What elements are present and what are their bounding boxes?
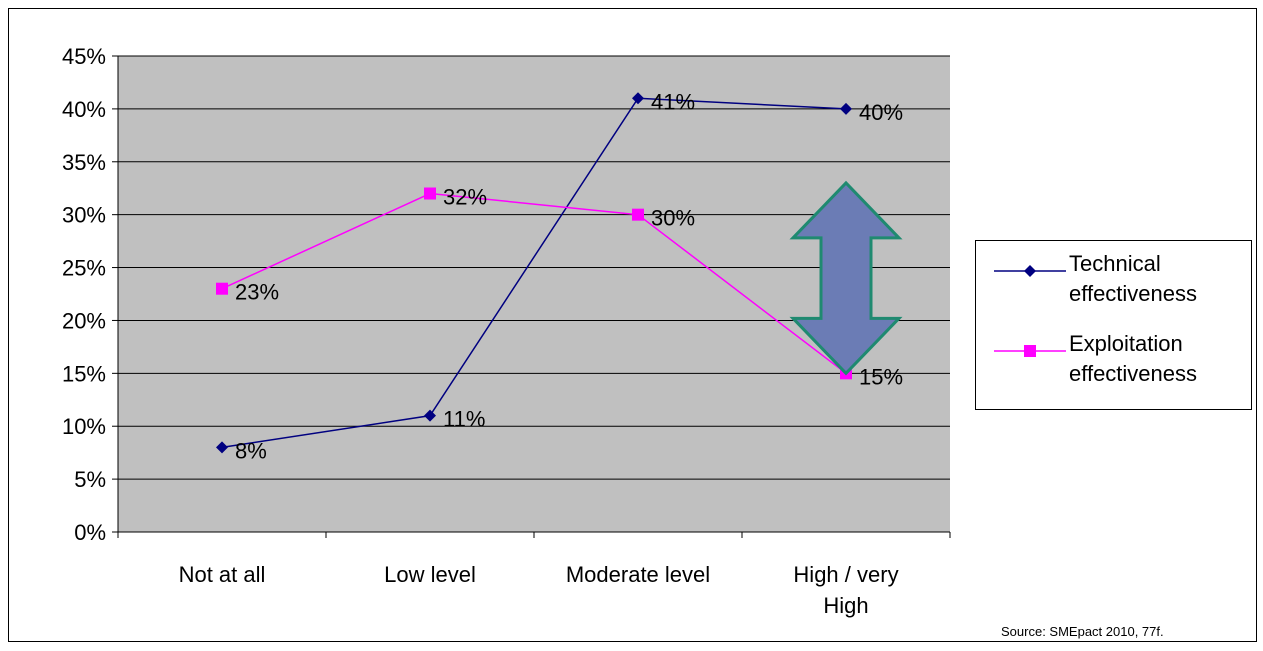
y-tick-label: 40% xyxy=(62,97,106,122)
data-point-diamond xyxy=(216,441,228,454)
y-tick-label: 35% xyxy=(62,150,106,175)
data-label: 11% xyxy=(443,407,485,432)
data-point-square xyxy=(216,282,228,295)
data-labels: 8% 11% 41% 40% 23% 32% 30% 15% xyxy=(235,89,903,463)
data-label: 32% xyxy=(443,185,487,210)
legend-item-technical: Technical effectiveness xyxy=(976,249,1251,319)
data-point-square xyxy=(632,208,644,221)
data-point-square xyxy=(424,187,436,200)
data-point-diamond xyxy=(424,409,436,422)
x-category-label: Moderate level xyxy=(566,562,710,587)
legend-marker-technical xyxy=(994,265,1066,277)
y-axis-tick-labels: 0% 5% 10% 15% 20% 25% 30% 35% 40% 45% xyxy=(62,44,106,545)
legend-item-exploitation: Exploitation effectiveness xyxy=(976,329,1251,399)
x-axis-category-labels: Not at all Low level Moderate level High / … xyxy=(179,562,899,618)
x-category-label: High / very High xyxy=(793,562,898,618)
y-tick-label: 20% xyxy=(62,308,106,333)
series-lines xyxy=(216,92,852,454)
legend-label-technical: Technical effectiveness xyxy=(1069,251,1198,306)
data-label: 8% xyxy=(235,438,267,463)
data-label: 30% xyxy=(651,206,695,231)
y-tick-label: 15% xyxy=(62,361,106,386)
plot-area xyxy=(118,56,950,532)
double-arrow-annotation xyxy=(789,180,903,376)
data-label: 40% xyxy=(859,100,903,125)
series-line-0 xyxy=(221,97,847,449)
data-point-diamond xyxy=(840,102,852,115)
data-label: 41% xyxy=(651,89,695,114)
y-tick-label: 5% xyxy=(74,467,106,492)
y-tick-label: 10% xyxy=(62,414,106,439)
y-tick-label: 30% xyxy=(62,203,106,228)
source-note: Source: SMEpact 2010, 77f. xyxy=(1001,624,1164,639)
y-tick-label: 25% xyxy=(62,256,106,281)
data-point-diamond xyxy=(632,92,644,105)
data-label: 15% xyxy=(859,364,903,389)
x-category-label: Not at all xyxy=(179,562,266,587)
legend-label-exploitation: Exploitation effectiveness xyxy=(1069,331,1198,386)
y-tick-label: 45% xyxy=(62,44,106,69)
y-tick-label: 0% xyxy=(74,520,106,545)
data-label: 23% xyxy=(235,280,279,305)
double-arrow xyxy=(789,180,903,376)
legend: Technical effectiveness Exploitation eff… xyxy=(975,240,1252,410)
axes xyxy=(112,55,951,538)
x-category-label: Low level xyxy=(384,562,476,587)
legend-marker-exploitation xyxy=(994,345,1066,357)
series-line-1 xyxy=(221,192,847,374)
